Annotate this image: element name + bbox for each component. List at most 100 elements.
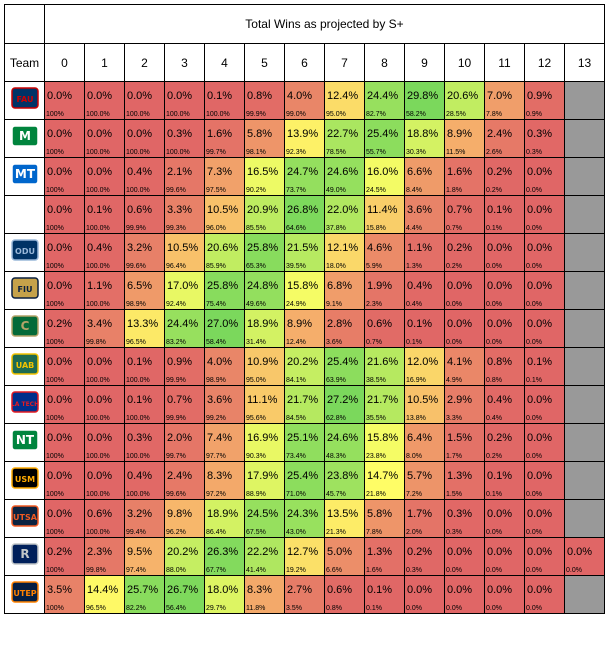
cumulative-probability-value: 4.4% <box>406 225 422 232</box>
southern-miss-golden-eagles-logo: USM <box>10 465 39 496</box>
win-probability-value: 0.4% <box>407 280 433 292</box>
cumulative-probability-value: 96.5% <box>126 339 146 346</box>
win-probability-cell: 0.0% 0.0% <box>444 309 485 348</box>
win-probability-cell: 18.9% 86.4% <box>204 499 245 538</box>
utep-miners-logo: UTEP <box>10 579 39 610</box>
cumulative-probability-value: 95.0% <box>326 111 346 118</box>
win-probability-value: 24.7% <box>287 166 319 178</box>
win-probability-cell: 21.6% 38.5% <box>364 347 405 386</box>
team-logo-cell <box>4 195 45 234</box>
cumulative-probability-value: 38.5% <box>366 377 386 384</box>
win-probability-cell: 0.0% 0.0% <box>524 423 565 462</box>
win-probability-value: 24.6% <box>327 166 359 178</box>
cumulative-probability-value: 100% <box>46 377 64 384</box>
win-probability-cell: 4.0% 99.0% <box>284 81 325 120</box>
win-probability-cell: 25.4% 63.9% <box>324 347 365 386</box>
win-probability-value: 26.3% <box>207 546 239 558</box>
svg-text:USM: USM <box>14 475 34 484</box>
win-probability-value: 16.9% <box>247 432 279 444</box>
win-probability-cell: 4.1% 4.9% <box>444 347 485 386</box>
cumulative-probability-value: 0.0% <box>526 605 542 612</box>
win-probability-value: 0.0% <box>527 166 553 178</box>
win-probability-value: 2.7% <box>287 584 313 596</box>
win-probability-value: 0.0% <box>567 546 593 558</box>
cumulative-probability-value: 0.4% <box>486 415 502 422</box>
win-probability-cell: 0.1% 0.1% <box>484 461 525 500</box>
middle-tennessee-logo: MT <box>10 161 39 192</box>
win-probability-cell: 0.0% 100.0% <box>84 119 125 158</box>
team-logo-cell: UAB <box>4 347 45 386</box>
cumulative-probability-value: 100% <box>46 301 64 308</box>
cumulative-probability-value: 4.9% <box>446 377 462 384</box>
not-applicable-cell <box>564 81 605 120</box>
cumulative-probability-value: 39.5% <box>286 263 306 270</box>
cumulative-probability-value: 85.9% <box>206 263 226 270</box>
win-probability-cell: 0.0% 100.0% <box>84 157 125 196</box>
win-probability-value: 0.9% <box>167 356 193 368</box>
win-probability-cell: 18.8% 30.3% <box>404 119 445 158</box>
win-probability-cell: 2.3% 99.8% <box>84 537 125 576</box>
cumulative-probability-value: 67.7% <box>206 567 226 574</box>
win-probability-value: 4.1% <box>447 356 473 368</box>
win-probability-cell: 1.5% 1.7% <box>444 423 485 462</box>
win-probability-cell: 20.9% 85.5% <box>244 195 285 234</box>
win-probability-cell: 0.0% 100% <box>44 423 85 462</box>
win-probability-cell: 21.7% 35.5% <box>364 385 405 424</box>
fiu-panthers-logo: FIU <box>10 275 39 306</box>
win-probability-cell: 5.8% 7.8% <box>364 499 405 538</box>
win-probability-value: 0.0% <box>407 584 433 596</box>
win-probability-cell: 16.9% 90.3% <box>244 423 285 462</box>
cumulative-probability-value: 0.2% <box>486 453 502 460</box>
win-probability-value: 0.1% <box>87 204 113 216</box>
win-probability-value: 27.0% <box>207 318 239 330</box>
win-probability-cell: 0.0% 100% <box>44 271 85 310</box>
win-probability-value: 18.8% <box>407 128 439 140</box>
win-probability-cell: 0.1% 0.1% <box>404 309 445 348</box>
cumulative-probability-value: 99.3% <box>166 225 186 232</box>
cumulative-probability-value: 28.5% <box>446 111 466 118</box>
win-probability-cell: 0.0% 0.0% <box>524 461 565 500</box>
win-probability-value: 1.9% <box>367 280 393 292</box>
cumulative-probability-value: 63.9% <box>326 377 346 384</box>
fau-owls-logo: FAU <box>10 85 39 116</box>
marshall-thundering-herd-logo: M <box>10 123 39 154</box>
cumulative-probability-value: 8.4% <box>406 187 422 194</box>
win-probability-value: 0.1% <box>487 204 513 216</box>
win-probability-value: 0.0% <box>487 318 513 330</box>
win-probability-value: 4.0% <box>287 90 313 102</box>
win-probability-value: 11.1% <box>247 394 278 406</box>
win-probability-cell: 1.6% 99.7% <box>204 119 245 158</box>
win-probability-value: 0.6% <box>327 584 353 596</box>
cumulative-probability-value: 0.2% <box>486 187 502 194</box>
cumulative-probability-value: 88.9% <box>246 491 266 498</box>
win-probability-cell: 6.4% 8.0% <box>404 423 445 462</box>
win-probability-value: 0.7% <box>167 394 193 406</box>
win-probability-cell: 0.7% 0.7% <box>444 195 485 234</box>
win-probability-cell: 22.7% 78.5% <box>324 119 365 158</box>
win-probability-value: 0.0% <box>47 470 73 482</box>
win-probability-cell: 0.1% 100.0% <box>204 81 245 120</box>
cumulative-probability-value: 98.9% <box>206 377 226 384</box>
cumulative-probability-value: 35.5% <box>366 415 386 422</box>
win-probability-value: 0.0% <box>47 394 73 406</box>
win-probability-cell: 1.9% 2.3% <box>364 271 405 310</box>
win-probability-value: 0.0% <box>527 546 553 558</box>
team-logo-cell: NT <box>4 423 45 462</box>
wins-column-header-10: 10 <box>444 43 485 82</box>
cumulative-probability-value: 97.4% <box>126 567 146 574</box>
win-probability-cell: 0.3% 100.0% <box>164 119 205 158</box>
cumulative-probability-value: 0.1% <box>526 377 542 384</box>
win-probability-cell: 0.1% 0.1% <box>524 347 565 386</box>
win-probability-value: 0.8% <box>487 356 513 368</box>
win-probability-value: 0.0% <box>447 318 473 330</box>
cumulative-probability-value: 100.0% <box>126 453 150 460</box>
cumulative-probability-value: 100.0% <box>206 111 230 118</box>
win-probability-value: 10.5% <box>207 204 239 216</box>
win-probability-cell: 0.0% 0.0% <box>524 575 565 614</box>
cumulative-probability-value: 11.8% <box>246 605 266 612</box>
cumulative-probability-value: 100% <box>46 225 64 232</box>
win-probability-value: 0.0% <box>47 128 73 140</box>
win-probability-value: 0.0% <box>167 90 193 102</box>
cumulative-probability-value: 99.6% <box>126 263 146 270</box>
